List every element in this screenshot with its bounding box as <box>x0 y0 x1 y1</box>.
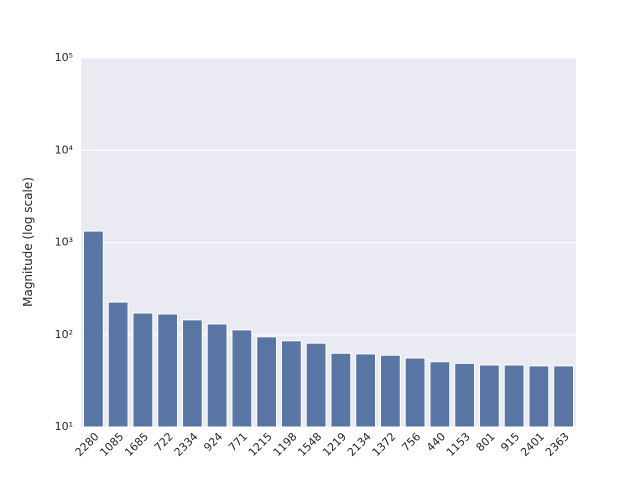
bar <box>305 342 327 428</box>
x-tick-label: 2334 <box>172 430 201 459</box>
y-tick-label: 10⁴ <box>55 143 74 156</box>
y-tick-label: 10⁵ <box>55 51 73 64</box>
x-tick-label: 924 <box>201 430 225 454</box>
bar <box>132 312 154 428</box>
bar <box>429 361 451 428</box>
bar <box>454 362 476 428</box>
bar <box>280 340 302 428</box>
x-tick-label: 801 <box>474 430 498 454</box>
x-tick-label: 1198 <box>271 430 300 459</box>
bar <box>553 365 575 428</box>
x-tick-label: 1548 <box>295 430 324 459</box>
y-tick-label: 10³ <box>55 236 73 249</box>
bar <box>107 301 129 428</box>
bar <box>330 352 352 428</box>
bar <box>379 354 401 428</box>
x-tick-label: 756 <box>399 430 423 454</box>
y-axis-label: Magnitude (log scale) <box>21 177 35 307</box>
bar <box>355 353 377 428</box>
bar <box>157 313 179 428</box>
x-tick-label: 1215 <box>246 430 275 459</box>
x-tick-label: 1372 <box>370 430 399 459</box>
bar <box>181 319 203 428</box>
bar <box>256 336 278 428</box>
bar <box>206 323 228 428</box>
x-tick-label: 2401 <box>518 430 547 459</box>
bar <box>82 230 104 428</box>
x-tick-label: 1685 <box>122 430 151 459</box>
bar <box>231 329 253 428</box>
x-tick-label: 1219 <box>320 430 349 459</box>
bar <box>404 357 426 428</box>
x-tick-label: 1085 <box>97 430 126 459</box>
bar <box>528 365 550 428</box>
x-tick-label: 2280 <box>73 430 102 459</box>
bar <box>478 364 500 428</box>
x-tick-label: 2134 <box>345 430 374 459</box>
x-tick-label: 1153 <box>444 430 473 459</box>
y-tick-label: 10¹ <box>55 420 73 433</box>
x-tick-label: 2363 <box>543 430 572 459</box>
bar <box>503 364 525 428</box>
y-tick-label: 10² <box>55 328 73 341</box>
